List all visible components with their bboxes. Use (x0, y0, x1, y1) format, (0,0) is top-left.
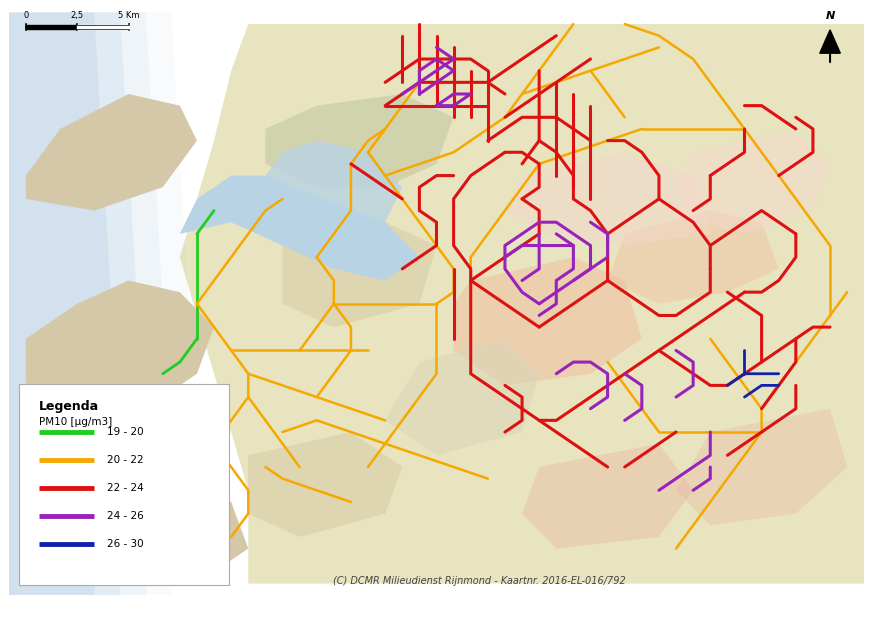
Polygon shape (26, 280, 214, 420)
Polygon shape (454, 257, 642, 386)
Text: 19 - 20: 19 - 20 (107, 427, 144, 437)
Text: 5 Km: 5 Km (118, 11, 140, 20)
Text: 26 - 30: 26 - 30 (107, 539, 144, 549)
Polygon shape (820, 30, 841, 53)
Polygon shape (9, 12, 189, 595)
Polygon shape (265, 94, 454, 187)
Text: 24 - 26: 24 - 26 (107, 511, 144, 521)
Text: 20 - 22: 20 - 22 (107, 455, 144, 465)
Polygon shape (26, 94, 197, 211)
FancyBboxPatch shape (19, 384, 230, 585)
Text: 0: 0 (24, 11, 29, 20)
Polygon shape (676, 409, 847, 525)
Polygon shape (180, 24, 864, 583)
Text: 2,5: 2,5 (71, 11, 84, 20)
Polygon shape (9, 12, 162, 595)
Polygon shape (180, 175, 419, 280)
Polygon shape (26, 479, 248, 572)
Polygon shape (522, 444, 693, 549)
Polygon shape (283, 222, 436, 327)
Polygon shape (9, 12, 137, 595)
Polygon shape (505, 153, 711, 246)
Text: 22 - 24: 22 - 24 (107, 483, 144, 493)
Polygon shape (265, 141, 402, 222)
Text: Legenda: Legenda (38, 400, 99, 413)
Polygon shape (248, 432, 402, 537)
Polygon shape (9, 12, 112, 595)
Polygon shape (676, 129, 830, 234)
Polygon shape (608, 211, 779, 304)
Text: PM10 [µg/m3]: PM10 [µg/m3] (38, 417, 112, 427)
Polygon shape (385, 339, 540, 455)
Text: N: N (826, 11, 835, 21)
Text: (C) DCMR Milieudienst Rijnmond - Kaartnr. 2016-EL-016/792: (C) DCMR Milieudienst Rijnmond - Kaartnr… (333, 577, 626, 587)
